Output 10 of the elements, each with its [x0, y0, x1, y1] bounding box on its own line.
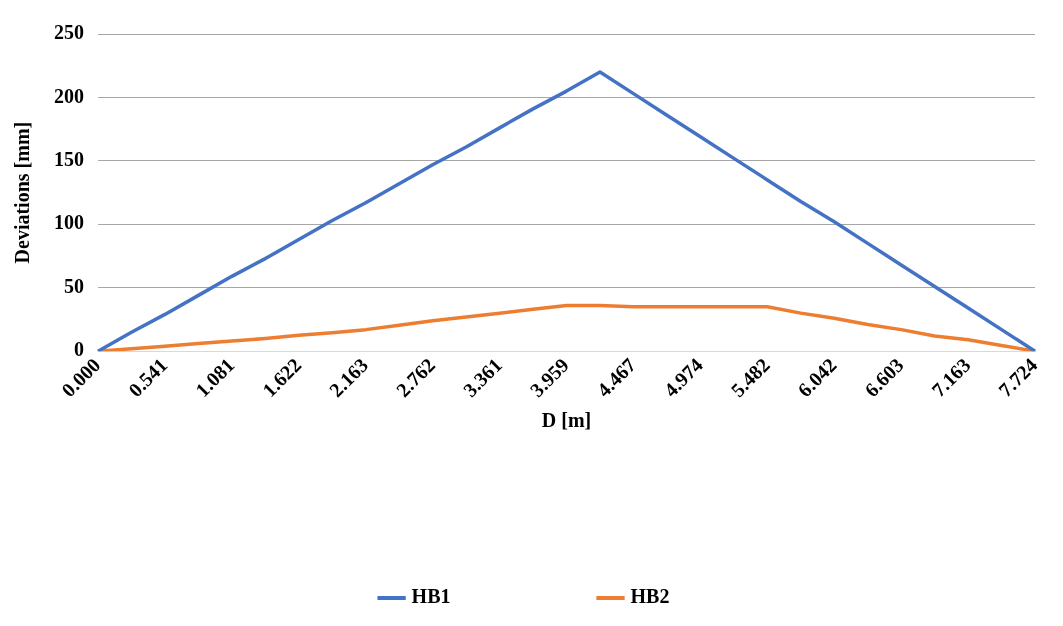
y-tick-label: 150	[54, 148, 84, 171]
legend-label: HB1	[411, 585, 451, 608]
y-axis-title: Deviations [mm]	[11, 121, 34, 264]
legend-label: HB2	[630, 585, 670, 608]
x-axis-title: D [m]	[541, 409, 592, 432]
y-tick-label: 100	[54, 211, 84, 234]
y-tick-label: 200	[54, 84, 84, 107]
y-tick-label: 0	[74, 338, 84, 361]
y-tick-label: 250	[54, 21, 84, 44]
y-tick-label: 50	[64, 274, 84, 297]
